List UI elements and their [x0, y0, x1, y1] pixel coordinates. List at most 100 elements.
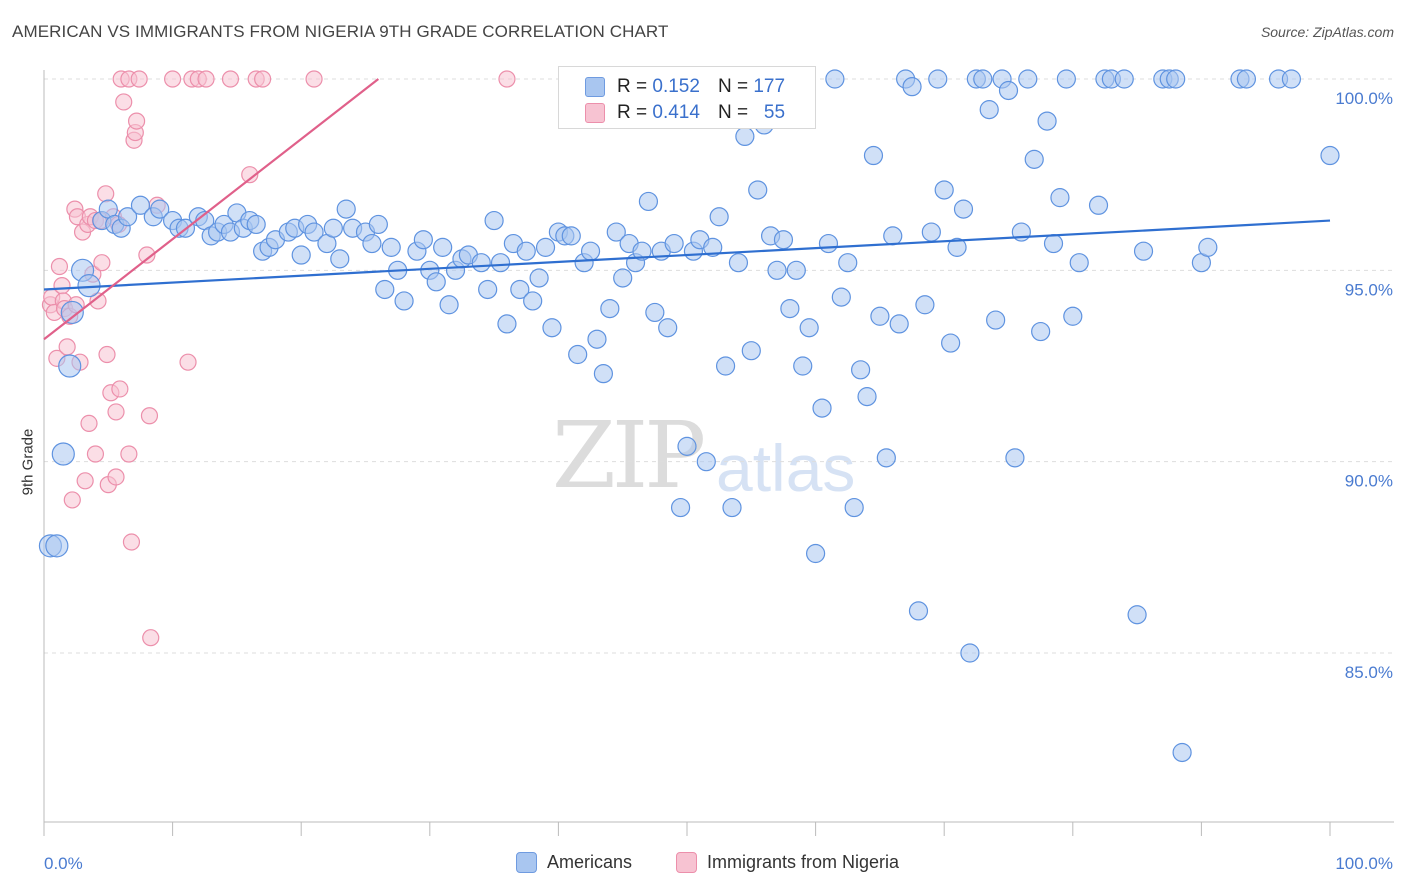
data-point-americans — [362, 233, 382, 254]
series-legend: Americans Immigrants from Nigeria — [0, 852, 1406, 876]
data-point-americans — [1281, 69, 1302, 89]
data-point-americans — [838, 253, 858, 273]
legend-label-nigeria: Immigrants from Nigeria — [707, 852, 900, 872]
data-point-americans — [947, 237, 967, 257]
data-point-nigeria — [115, 93, 133, 111]
data-point-americans — [413, 230, 433, 250]
data-point-nigeria — [58, 338, 76, 356]
data-point-americans — [863, 145, 884, 166]
data-point-americans — [336, 199, 356, 219]
legend-r-label: R = — [617, 102, 648, 123]
data-point-americans — [1166, 69, 1186, 89]
data-point-nigeria — [120, 445, 138, 463]
data-point-americans — [728, 253, 749, 273]
data-point-americans — [510, 279, 530, 300]
data-point-americans — [375, 279, 395, 300]
data-point-americans — [51, 442, 75, 466]
data-point-americans — [735, 126, 755, 146]
data-point-americans — [497, 314, 517, 334]
chart-source: Source: ZipAtlas.com — [1260, 24, 1394, 40]
legend-n-label: N = — [717, 76, 749, 97]
data-point-americans — [593, 364, 614, 384]
data-point-americans — [818, 233, 839, 254]
y-tick-label: 90.0% — [1345, 472, 1393, 491]
data-point-americans — [1056, 69, 1076, 89]
data-point-nigeria — [498, 70, 516, 88]
data-point-nigeria — [179, 353, 197, 371]
data-point-nigeria — [142, 629, 160, 647]
data-point-americans — [722, 497, 742, 518]
data-point-americans — [490, 253, 511, 273]
data-point-americans — [857, 387, 877, 407]
data-point-americans — [600, 299, 620, 319]
trend-line-americans — [43, 219, 1331, 291]
data-point-americans — [748, 180, 768, 200]
data-point-nigeria — [140, 407, 159, 425]
data-point-americans — [130, 195, 151, 215]
data-point-americans — [831, 287, 851, 307]
data-point-americans — [542, 318, 562, 338]
data-point-americans — [246, 214, 266, 235]
data-point-nigeria — [111, 380, 129, 398]
legend-swatch-nigeria — [585, 103, 605, 123]
data-point-americans — [516, 241, 536, 261]
data-point-americans — [330, 249, 350, 269]
data-point-americans — [323, 218, 343, 238]
data-point-nigeria — [122, 533, 141, 551]
data-point-americans — [670, 497, 691, 518]
data-point-americans — [561, 226, 581, 246]
data-point-americans — [1114, 69, 1134, 89]
data-point-americans — [613, 268, 633, 288]
data-point-americans — [998, 80, 1019, 101]
data-point-americans — [117, 207, 138, 227]
data-point-americans — [304, 222, 324, 242]
data-point-americans — [889, 314, 909, 334]
legend-r-value: 0.414 — [652, 102, 700, 123]
legend-r-value: 0.152 — [652, 76, 700, 97]
watermark-atlas: atlas — [716, 431, 856, 505]
data-point-americans — [715, 356, 736, 376]
legend-row-americans: R = 0.152 N = 177 — [617, 73, 785, 101]
data-point-americans — [291, 245, 311, 265]
legend-swatch-nigeria — [676, 852, 697, 873]
data-point-americans — [658, 318, 678, 338]
data-point-americans — [921, 222, 941, 242]
data-point-americans — [773, 230, 794, 250]
data-point-americans — [1005, 448, 1025, 468]
data-point-americans — [1133, 241, 1154, 261]
data-point-americans — [953, 199, 974, 219]
x-tick-label: 100.0% — [1335, 854, 1393, 873]
data-point-americans — [1069, 253, 1089, 273]
data-point-nigeria — [305, 70, 323, 88]
data-point-americans — [1043, 233, 1064, 254]
data-point-nigeria — [164, 70, 182, 88]
y-tick-label: 95.0% — [1345, 280, 1393, 299]
data-point-americans — [580, 241, 601, 261]
data-point-nigeria — [130, 70, 148, 88]
data-point-americans — [941, 333, 961, 353]
data-point-americans — [703, 237, 723, 257]
data-point-nigeria — [107, 468, 125, 486]
data-point-americans — [883, 226, 903, 246]
legend-item-nigeria: Immigrants from Nigeria — [676, 852, 899, 873]
legend-label-americans: Americans — [547, 852, 633, 872]
data-point-americans — [1037, 111, 1057, 131]
data-point-americans — [664, 233, 684, 254]
data-point-nigeria — [76, 472, 94, 490]
data-point-americans — [1050, 188, 1070, 208]
data-point-nigeria — [86, 445, 105, 463]
data-point-americans — [870, 306, 890, 326]
data-point-americans — [793, 356, 813, 376]
legend-n-value: 177 — [753, 76, 786, 97]
chart-title: AMERICAN VS IMMIGRANTS FROM NIGERIA 9TH … — [12, 22, 669, 41]
data-point-americans — [568, 344, 588, 365]
legend-swatch-americans — [585, 77, 605, 97]
data-point-nigeria — [63, 491, 81, 509]
data-point-americans — [471, 253, 491, 273]
data-point-americans — [1031, 321, 1051, 342]
data-point-americans — [677, 436, 697, 456]
data-point-americans — [523, 291, 543, 311]
data-point-nigeria — [80, 414, 98, 432]
data-point-americans — [780, 299, 800, 319]
